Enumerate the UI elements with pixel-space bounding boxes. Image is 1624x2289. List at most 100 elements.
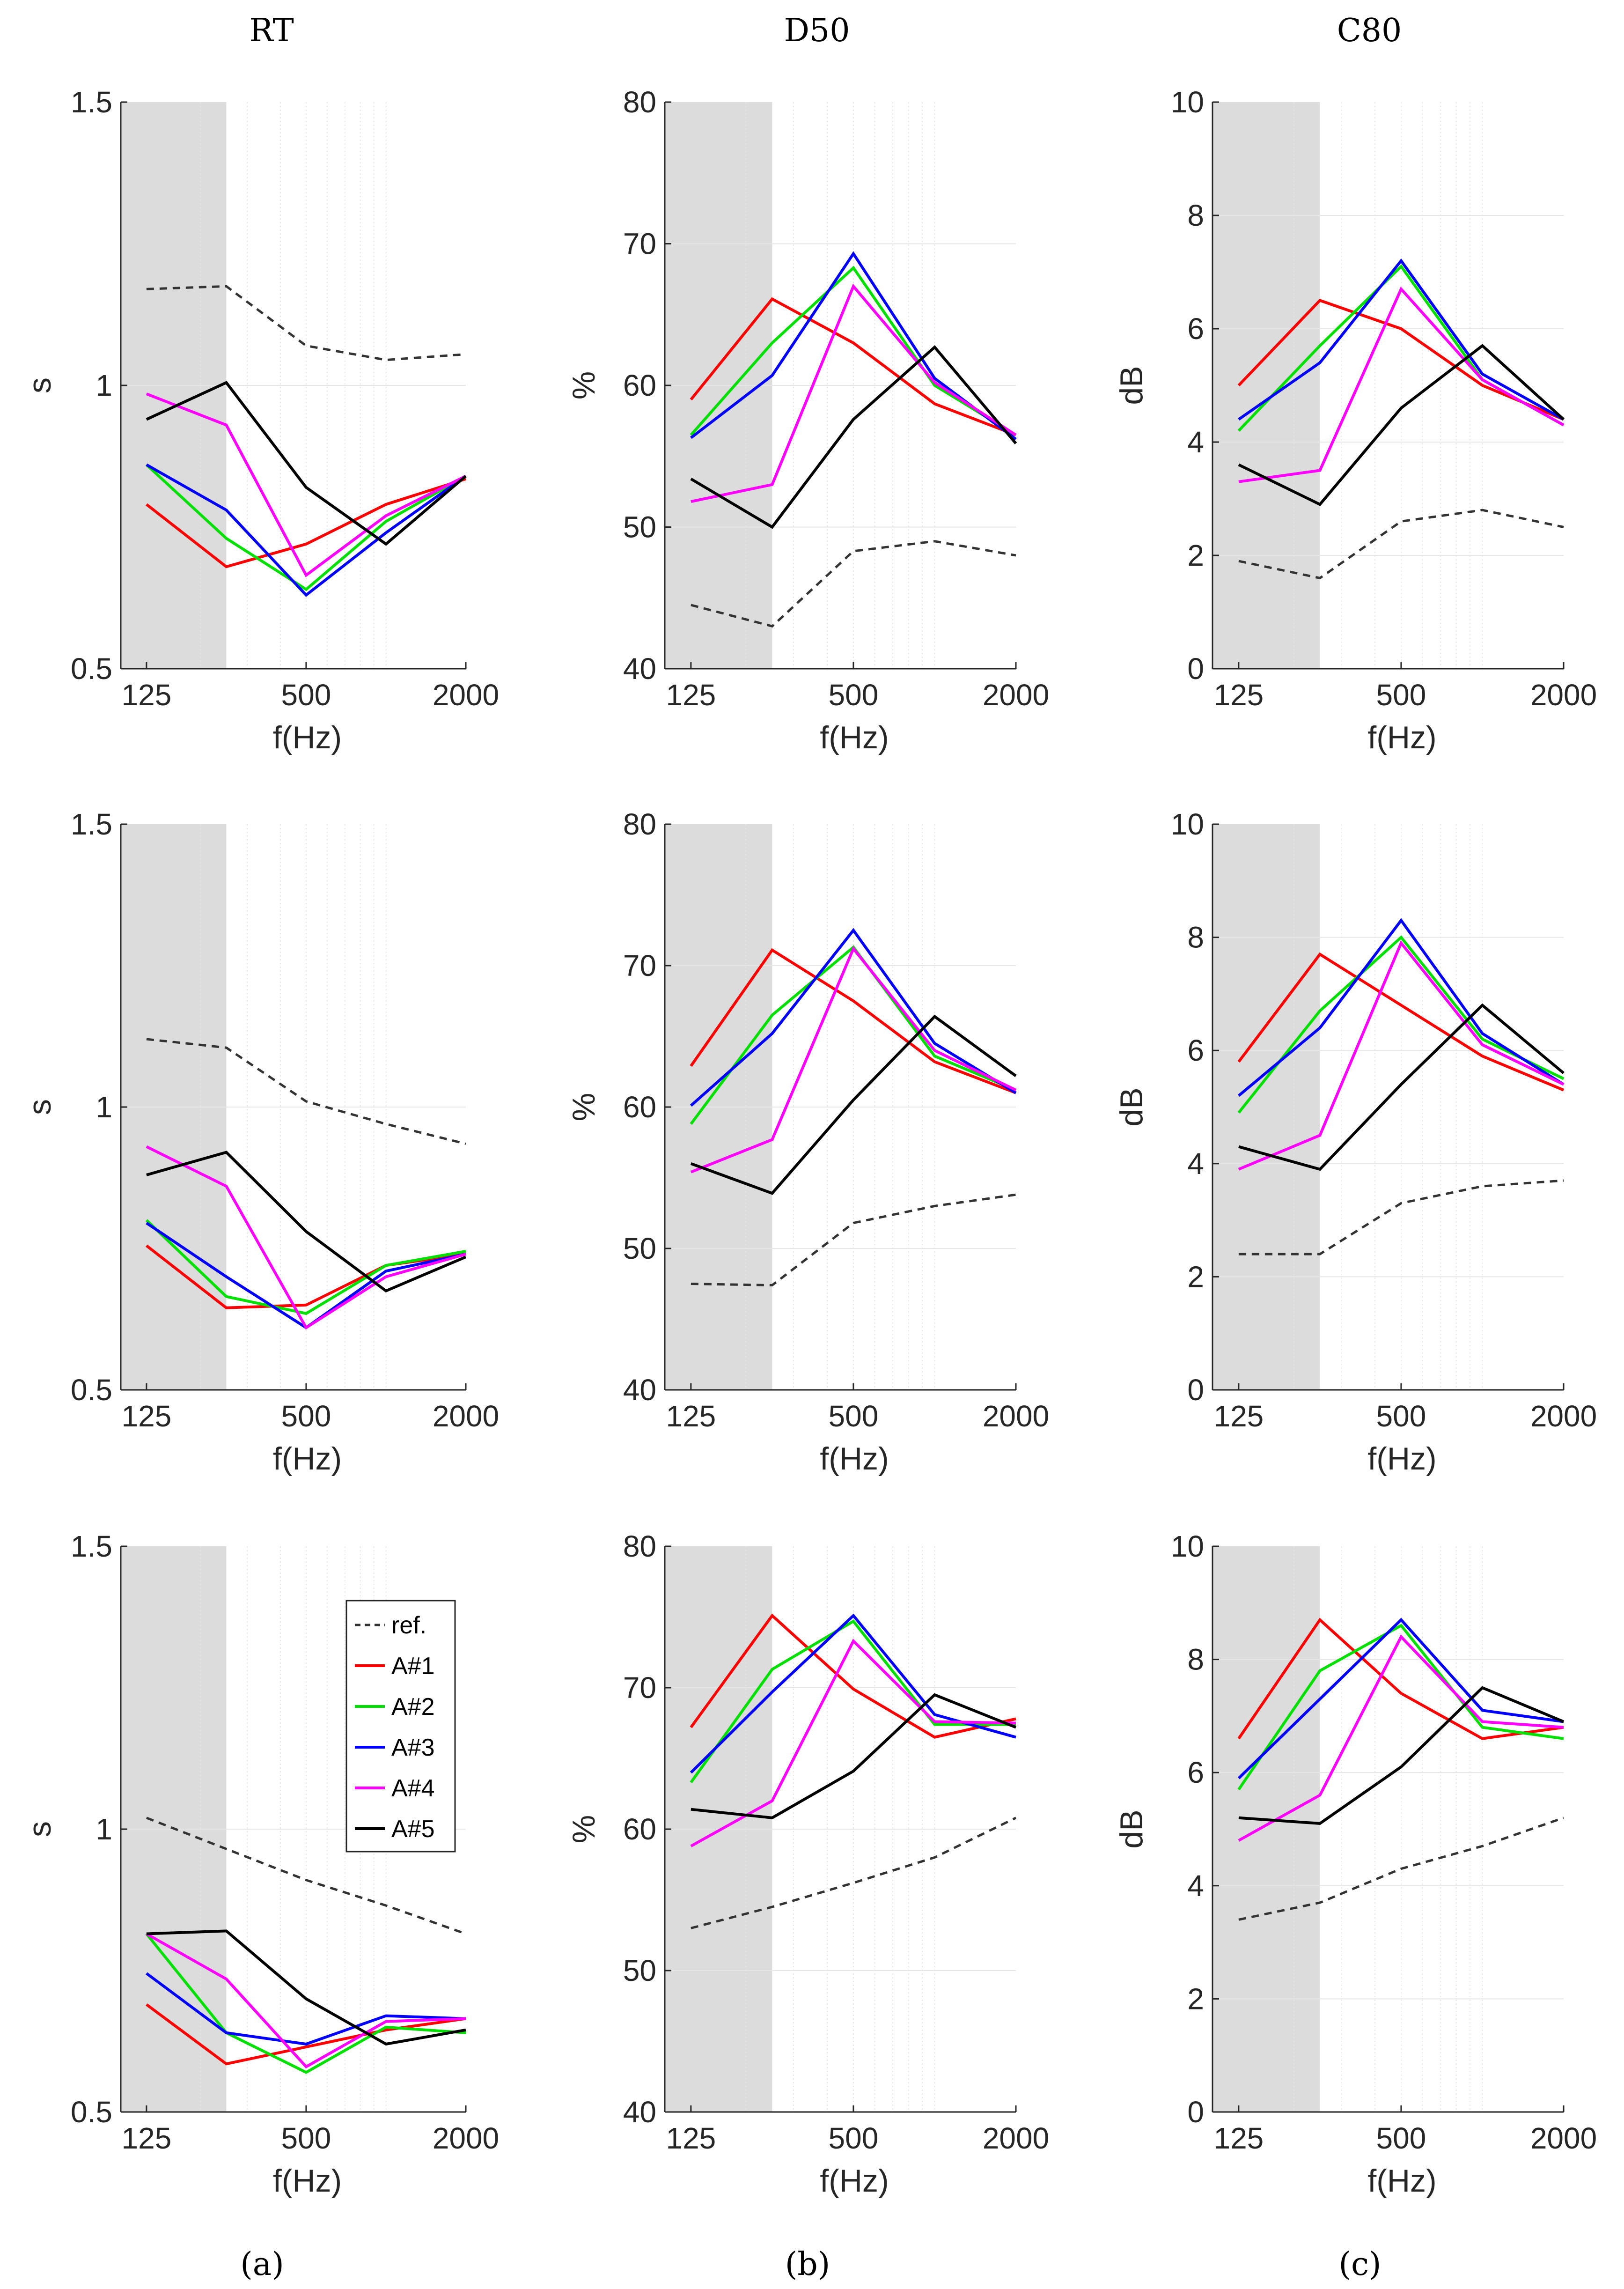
- chart-panel-r3-c1: 0.5 1 1.5 125 500 2000 f(Hz) s: [22, 1529, 499, 2199]
- y-tick-label: 70: [623, 227, 656, 261]
- y-axis-label: s: [22, 1821, 58, 1837]
- y-tick-label: 0.5: [71, 2095, 112, 2129]
- series-line-a3: [690, 928, 1017, 1107]
- y-axis-label: %: [566, 1815, 602, 1843]
- y-tick-label: 80: [623, 807, 656, 841]
- x-tick-label: 500: [829, 2121, 879, 2155]
- series-line-ref: [691, 540, 1016, 628]
- x-tick-label: 125: [666, 2121, 716, 2155]
- y-tick-label: 1: [96, 1812, 112, 1846]
- x-tick-label: 2000: [983, 2121, 1049, 2155]
- series-line-a1: [1237, 299, 1565, 421]
- x-axis-label: f(Hz): [820, 720, 889, 755]
- y-tick-label: 60: [623, 369, 656, 402]
- series-line-a5: [691, 1693, 1017, 1819]
- y-tick-label: 0: [1187, 2095, 1204, 2129]
- x-tick-label: 2000: [433, 2121, 499, 2155]
- x-tick-label: 125: [1213, 2121, 1264, 2155]
- y-tick-label: 10: [1171, 1529, 1204, 1563]
- y-tick-label: 8: [1187, 1643, 1204, 1676]
- x-tick-label: 500: [1376, 1399, 1426, 1433]
- column-titles: RT D50 C80: [249, 12, 1402, 49]
- series-line-a1: [690, 1613, 1016, 1739]
- y-tick-label: 0: [1187, 652, 1204, 686]
- y-tick-label: 1.5: [71, 807, 112, 841]
- series-line-a1: [146, 2003, 466, 2066]
- series-line-a5: [146, 1151, 467, 1293]
- x-tick-label: 2000: [433, 678, 499, 712]
- series-line-ref: [146, 285, 466, 362]
- y-tick-label: 40: [623, 1373, 656, 1407]
- y-tick-label: 6: [1187, 1034, 1204, 1067]
- series-line-a5: [146, 381, 467, 546]
- y-tick-label: 1.5: [71, 1529, 112, 1563]
- x-tick-label: 125: [122, 2121, 172, 2155]
- x-tick-label: 500: [829, 678, 879, 712]
- series-line-a1: [1237, 1617, 1564, 1740]
- y-tick-label: 60: [623, 1812, 656, 1846]
- x-axis-label: f(Hz): [1367, 1441, 1436, 1477]
- x-tick-label: 125: [122, 1399, 172, 1433]
- shaded-region: [1212, 102, 1320, 669]
- y-axis-label: dB: [1114, 366, 1149, 405]
- x-tick-label: 2000: [983, 678, 1049, 712]
- series-line-a3: [146, 1972, 466, 2046]
- x-axis-label: f(Hz): [1367, 720, 1436, 755]
- chart-panel-r1-c2: 40 50 60 70 80 125 500 2000 f(Hz)%: [566, 85, 1049, 755]
- chart-panel-r1-c3: 0 2 4 6 8 10 125 500 2000 f(Hz) dB: [1114, 85, 1597, 755]
- shaded-region: [1212, 1546, 1320, 2112]
- series-line-a2: [145, 464, 467, 591]
- y-tick-label: 50: [623, 1954, 656, 1987]
- legend-entry-a3: A#3: [391, 1734, 435, 1761]
- x-tick-label: 125: [1213, 678, 1264, 712]
- series-line-a4: [146, 1932, 466, 2069]
- y-tick-label: 0.5: [71, 652, 112, 686]
- x-tick-label: 2000: [1530, 678, 1597, 712]
- series-line-a5: [1238, 1686, 1565, 1825]
- series-line-ref: [1238, 1179, 1564, 1255]
- series-line-a1: [690, 948, 1017, 1094]
- series-line-a1: [690, 297, 1017, 436]
- y-tick-label: 8: [1187, 921, 1204, 954]
- legend-entry-a4: A#4: [391, 1775, 435, 1802]
- chart-panel-r2-c3: 0 2 4 6 8 10 125 500 2000 f(Hz) dB: [1114, 807, 1597, 1477]
- y-tick-label: 80: [623, 85, 656, 119]
- y-tick-label: 2: [1187, 1260, 1204, 1293]
- legend: ref. A#1 A#2 A#3 A#4 A#5: [345, 1600, 456, 1853]
- y-tick-label: 40: [623, 652, 656, 686]
- legend-box: [345, 1600, 456, 1853]
- series-line-ref: [691, 1816, 1017, 1929]
- x-axis-label: f(Hz): [273, 1441, 342, 1477]
- x-tick-label: 2000: [1530, 1399, 1597, 1433]
- legend-entry-a5: A#5: [391, 1816, 435, 1843]
- series-line-ref: [146, 1038, 466, 1145]
- y-tick-label: 0: [1187, 1373, 1204, 1407]
- series-line-a1: [1237, 952, 1565, 1092]
- series-line-a4: [146, 392, 467, 577]
- y-tick-label: 4: [1187, 425, 1204, 459]
- y-tick-label: 10: [1171, 807, 1204, 841]
- x-axis-label: f(Hz): [273, 2163, 342, 2199]
- x-axis-label: f(Hz): [820, 1441, 889, 1477]
- series-line-a5: [690, 345, 1017, 529]
- series-line-a4: [690, 946, 1017, 1174]
- y-axis-label: s: [22, 1099, 58, 1115]
- y-tick-label: 1.5: [71, 85, 112, 119]
- x-tick-label: 125: [122, 678, 172, 712]
- x-axis-label: f(Hz): [1367, 2163, 1436, 2199]
- series-line-a4: [1238, 1634, 1564, 1842]
- x-tick-label: 500: [1376, 2121, 1426, 2155]
- x-tick-label: 125: [1213, 1399, 1264, 1433]
- y-axis-label: dB: [1114, 1087, 1149, 1126]
- series-line-a5: [146, 1929, 466, 2046]
- y-tick-label: 70: [623, 949, 656, 982]
- x-tick-label: 500: [281, 1399, 331, 1433]
- series-line-a2: [1237, 1624, 1564, 1791]
- y-tick-label: 6: [1187, 312, 1204, 346]
- y-tick-label: 4: [1187, 1869, 1204, 1903]
- y-axis-label: s: [22, 377, 58, 393]
- series-line-a2: [145, 1933, 466, 2074]
- series-line-a3: [146, 463, 467, 597]
